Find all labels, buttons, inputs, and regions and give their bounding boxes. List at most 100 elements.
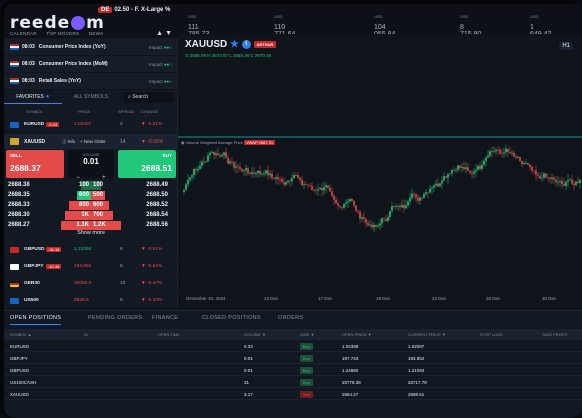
candle-body: [437, 183, 439, 187]
candle-body: [489, 151, 491, 156]
volume-stepper[interactable]: VOLUME 0.01 − +: [68, 150, 114, 181]
flag-icon: [10, 61, 19, 67]
event-row[interactable]: 08:03 Consumer Price Index (MoM) Impact …: [4, 56, 178, 73]
timeframe-selector[interactable]: H1: [559, 42, 573, 50]
ticker-item[interactable]: 110 771.64USD: [274, 14, 295, 38]
search-input[interactable]: ⌕ Search: [124, 91, 174, 103]
new-order-button[interactable]: + New Order: [80, 139, 106, 144]
info-icon[interactable]: i: [241, 39, 251, 49]
book-row: 2688.33 800 600 2688.52: [8, 200, 168, 210]
flag-icon: [10, 121, 19, 128]
sell-button[interactable]: SELL 2688.37: [6, 150, 64, 178]
ticker-item[interactable]: 111 785.73USD: [188, 14, 209, 38]
candle-body: [257, 170, 259, 174]
candle-body: [505, 148, 507, 153]
ohlc-readout: O 2685.09 H 2673.87 L 2668.38 C 2670.36: [185, 53, 272, 58]
candle-body: [317, 189, 319, 191]
table-row[interactable]: EURUSD 0.33 Buy 1.02398 1.02087: [4, 341, 582, 352]
event-time: 08:03: [22, 61, 35, 67]
candle-body: [223, 152, 225, 156]
candle-body: [551, 177, 553, 179]
chevron-up-icon[interactable]: ▲: [156, 30, 164, 37]
candle-body: [275, 177, 277, 179]
candle-body: [385, 219, 387, 221]
tab-finance[interactable]: FINANCE: [152, 315, 179, 321]
favorite-star-icon[interactable]: ★: [230, 39, 239, 50]
collapse-arrows[interactable]: ▲ ▼: [156, 30, 172, 37]
candle-body: [445, 176, 447, 178]
candle-body: [297, 175, 299, 178]
tab-orders[interactable]: ORDERS: [278, 315, 304, 321]
minus-button[interactable]: −: [76, 175, 80, 181]
candle-body: [235, 166, 237, 168]
positions-tabs: OPEN POSITIONS PENDING ORDERS FINANCE CL…: [4, 311, 582, 327]
candle-body: [361, 217, 363, 219]
candlestick-series: [178, 136, 582, 233]
candle-body: [547, 177, 549, 179]
candle-body: [365, 219, 367, 223]
symbol-row-gbpjpy[interactable]: GBPJPY -42.46 193.952 6 ▼ -0.62%: [4, 259, 178, 275]
candle-body: [377, 225, 379, 227]
candle-body: [495, 149, 497, 152]
symbol-row-xauusd[interactable]: XAUUSD ⓘ Info + New Order 14 ▼ -0.06%: [4, 134, 178, 149]
vwap-label: ◉ Volume Weighted Average Price VWAP 268…: [181, 140, 276, 145]
tab-open-positions[interactable]: OPEN POSITIONS: [10, 315, 62, 325]
tab-pending-orders[interactable]: PENDING ORDERS: [88, 315, 143, 321]
order-book: 2688.38 100 100 2688.49 2688.35 600 500 …: [4, 180, 178, 240]
volume-value[interactable]: 0.01: [83, 157, 99, 166]
show-more-link[interactable]: Show more: [77, 230, 105, 236]
candle-body: [331, 191, 333, 196]
candle-body: [523, 163, 525, 165]
tab-closed-positions[interactable]: CLOSED POSITIONS: [202, 315, 261, 321]
candle-body: [395, 206, 397, 207]
eye-icon[interactable]: ◉: [181, 140, 185, 145]
candle-body: [517, 157, 519, 158]
candle-body: [435, 183, 437, 186]
table-row[interactable]: GBPJPY 0.01 Buy 197.743 193.952: [4, 353, 582, 364]
table-row[interactable]: XAUUSD 3.17 Sell 2664.27 2688.51: [4, 389, 582, 400]
nav-top-movers[interactable]: TOP MOVERS: [46, 31, 80, 36]
event-row[interactable]: 08:03 Consumer Price Index (YoY) Impact …: [4, 39, 178, 56]
chevron-down-icon[interactable]: ▼: [165, 30, 172, 37]
app-screen: reede m DE 02.50 - F. X-Large % CALENDAR T…: [4, 4, 582, 418]
nav-calendar[interactable]: CALENDAR: [10, 31, 37, 36]
candle-body: [199, 165, 201, 169]
chart-title: XAUUSD ★ i ARTHUR: [185, 39, 277, 50]
candle-body: [413, 193, 415, 195]
tab-all-symbols[interactable]: ALL SYMBOLS: [73, 94, 109, 100]
event-name: Consumer Price Index (MoM): [38, 61, 108, 67]
table-row[interactable]: US100CASH 31 Buy 20778.39 20717.78: [4, 377, 582, 388]
price-chart[interactable]: XAUUSD ★ i ARTHUR O 2685.09 H 2673.87 L …: [178, 34, 582, 310]
candle-body: [457, 165, 459, 170]
buy-button[interactable]: BUY 2688.51: [118, 150, 176, 178]
tab-favorites[interactable]: FAVORITES ★: [4, 91, 62, 104]
symbol-row-ger30[interactable]: GER30 20056.6 10 ▼ -0.47%: [4, 276, 178, 292]
plus-button[interactable]: +: [102, 175, 106, 181]
candle-body: [455, 169, 457, 171]
nav-news[interactable]: NEWS: [88, 31, 104, 36]
symbol-row-eurusd[interactable]: EURUSD -9.43 1.02087 2 ▼ -0.21%: [4, 117, 178, 133]
candle-body: [371, 224, 373, 228]
event-row[interactable]: 08:03 Retail Sales (YoY) Impact ●●○: [4, 73, 178, 90]
ticker-item[interactable]: 8 715.80USD: [460, 14, 481, 38]
candle-body: [497, 149, 499, 151]
candle-body: [367, 222, 369, 226]
event-time: 08:03: [22, 78, 35, 84]
symbol-table-header: SYMBOL PRICE SPREAD CHANGE: [4, 106, 178, 116]
event-time: 08:03: [22, 44, 35, 50]
candle-body: [439, 183, 441, 187]
trade-panel: SELL 2688.37 VOLUME 0.01 − + BUY 2688.51: [4, 150, 178, 181]
symbol-row-gbpusd[interactable]: GBPUSD -36.38 1.21084 6 ▼ -0.61%: [4, 242, 178, 258]
brand-logo[interactable]: reede m: [10, 13, 105, 33]
candle-body: [205, 161, 207, 163]
candle-body: [397, 205, 399, 207]
ticker-item[interactable]: 104 055.84USD: [374, 14, 395, 38]
candle-body: [183, 190, 185, 192]
symbol-row-us500[interactable]: US500 5836.9 6 ▼ -0.33%: [4, 293, 178, 309]
candle-body: [579, 179, 581, 183]
table-row[interactable]: GBPUSD 0.01 Buy 1.24880 1.21084: [4, 365, 582, 376]
event-impact: Impact ●●○: [149, 61, 172, 67]
info-button[interactable]: ⓘ Info: [62, 138, 76, 144]
candle-body: [443, 176, 445, 181]
ticker-item[interactable]: 1 649.42USD: [530, 14, 551, 38]
